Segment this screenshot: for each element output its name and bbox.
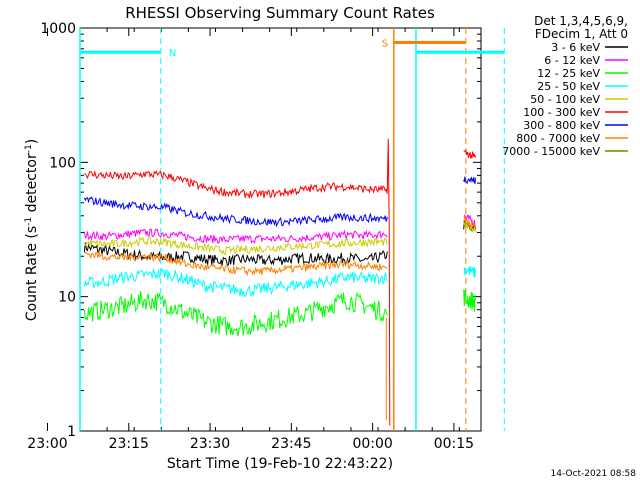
timestamp: 14-Oct-2021 08:58	[551, 469, 637, 479]
series-line	[83, 196, 388, 228]
legend-label: 6 - 12 keV	[544, 54, 600, 67]
series-line-post	[463, 216, 477, 229]
x-tick-label: 00:00	[352, 436, 392, 452]
y-axis-label: Count Rate (s-1 detector-1)	[24, 139, 40, 321]
series-line	[84, 170, 388, 199]
series-line-post	[463, 149, 477, 159]
series-line	[83, 290, 388, 337]
series-line-post	[463, 176, 477, 185]
y-tick-label: 10	[58, 290, 76, 306]
x-axis-label: Start Time (19-Feb-10 22:43:22)	[167, 456, 393, 472]
gap-transition-spike	[386, 138, 391, 426]
legend-label: 300 - 800 keV	[523, 119, 600, 132]
legend-label: 50 - 100 keV	[530, 93, 600, 106]
observing-overlays: NS	[79, 28, 505, 431]
x-tick-label: 00:15	[434, 436, 474, 452]
series-line-post	[463, 289, 477, 312]
y-tick-label: 1000	[40, 21, 76, 37]
legend-label: 12 - 25 keV	[537, 67, 600, 80]
legend-label: 3 - 6 keV	[551, 41, 600, 54]
flag-bar-label: S	[382, 38, 388, 49]
axis-ticks	[46, 27, 481, 432]
series-line	[83, 236, 388, 256]
x-tick-label: 23:30	[190, 436, 230, 452]
y-tick-label: 100	[49, 155, 76, 171]
x-tick-label: 23:15	[109, 436, 149, 452]
series-line	[84, 251, 388, 277]
chart-title: RHESSI Observing Summary Count Rates	[125, 4, 435, 22]
legend-label: 7000 - 15000 keV	[502, 145, 600, 158]
series-line-post	[463, 266, 477, 278]
plot-area-frame	[79, 27, 482, 432]
legend: Det 1,3,4,5,6,9, FDecim 1, Att 0 3 - 6 k…	[502, 14, 628, 158]
legend-header-line1: Det 1,3,4,5,6,9,	[534, 14, 628, 28]
x-tick-label: 23:00	[27, 436, 67, 452]
y-tick-label: 1	[67, 424, 76, 440]
flag-bar-label: N	[169, 48, 176, 59]
legend-header-line2: FDecim 1, Att 0	[535, 27, 628, 41]
series-line	[83, 267, 388, 298]
series-lines	[83, 138, 477, 426]
series-line	[83, 228, 388, 245]
legend-label: 800 - 7000 keV	[516, 132, 600, 145]
legend-label: 100 - 300 keV	[523, 106, 600, 119]
legend-label: 25 - 50 keV	[537, 80, 600, 93]
y-tick-labels: 1 10 100 1000	[40, 21, 76, 440]
series-line	[83, 242, 388, 267]
x-tick-label: 23:45	[271, 436, 311, 452]
